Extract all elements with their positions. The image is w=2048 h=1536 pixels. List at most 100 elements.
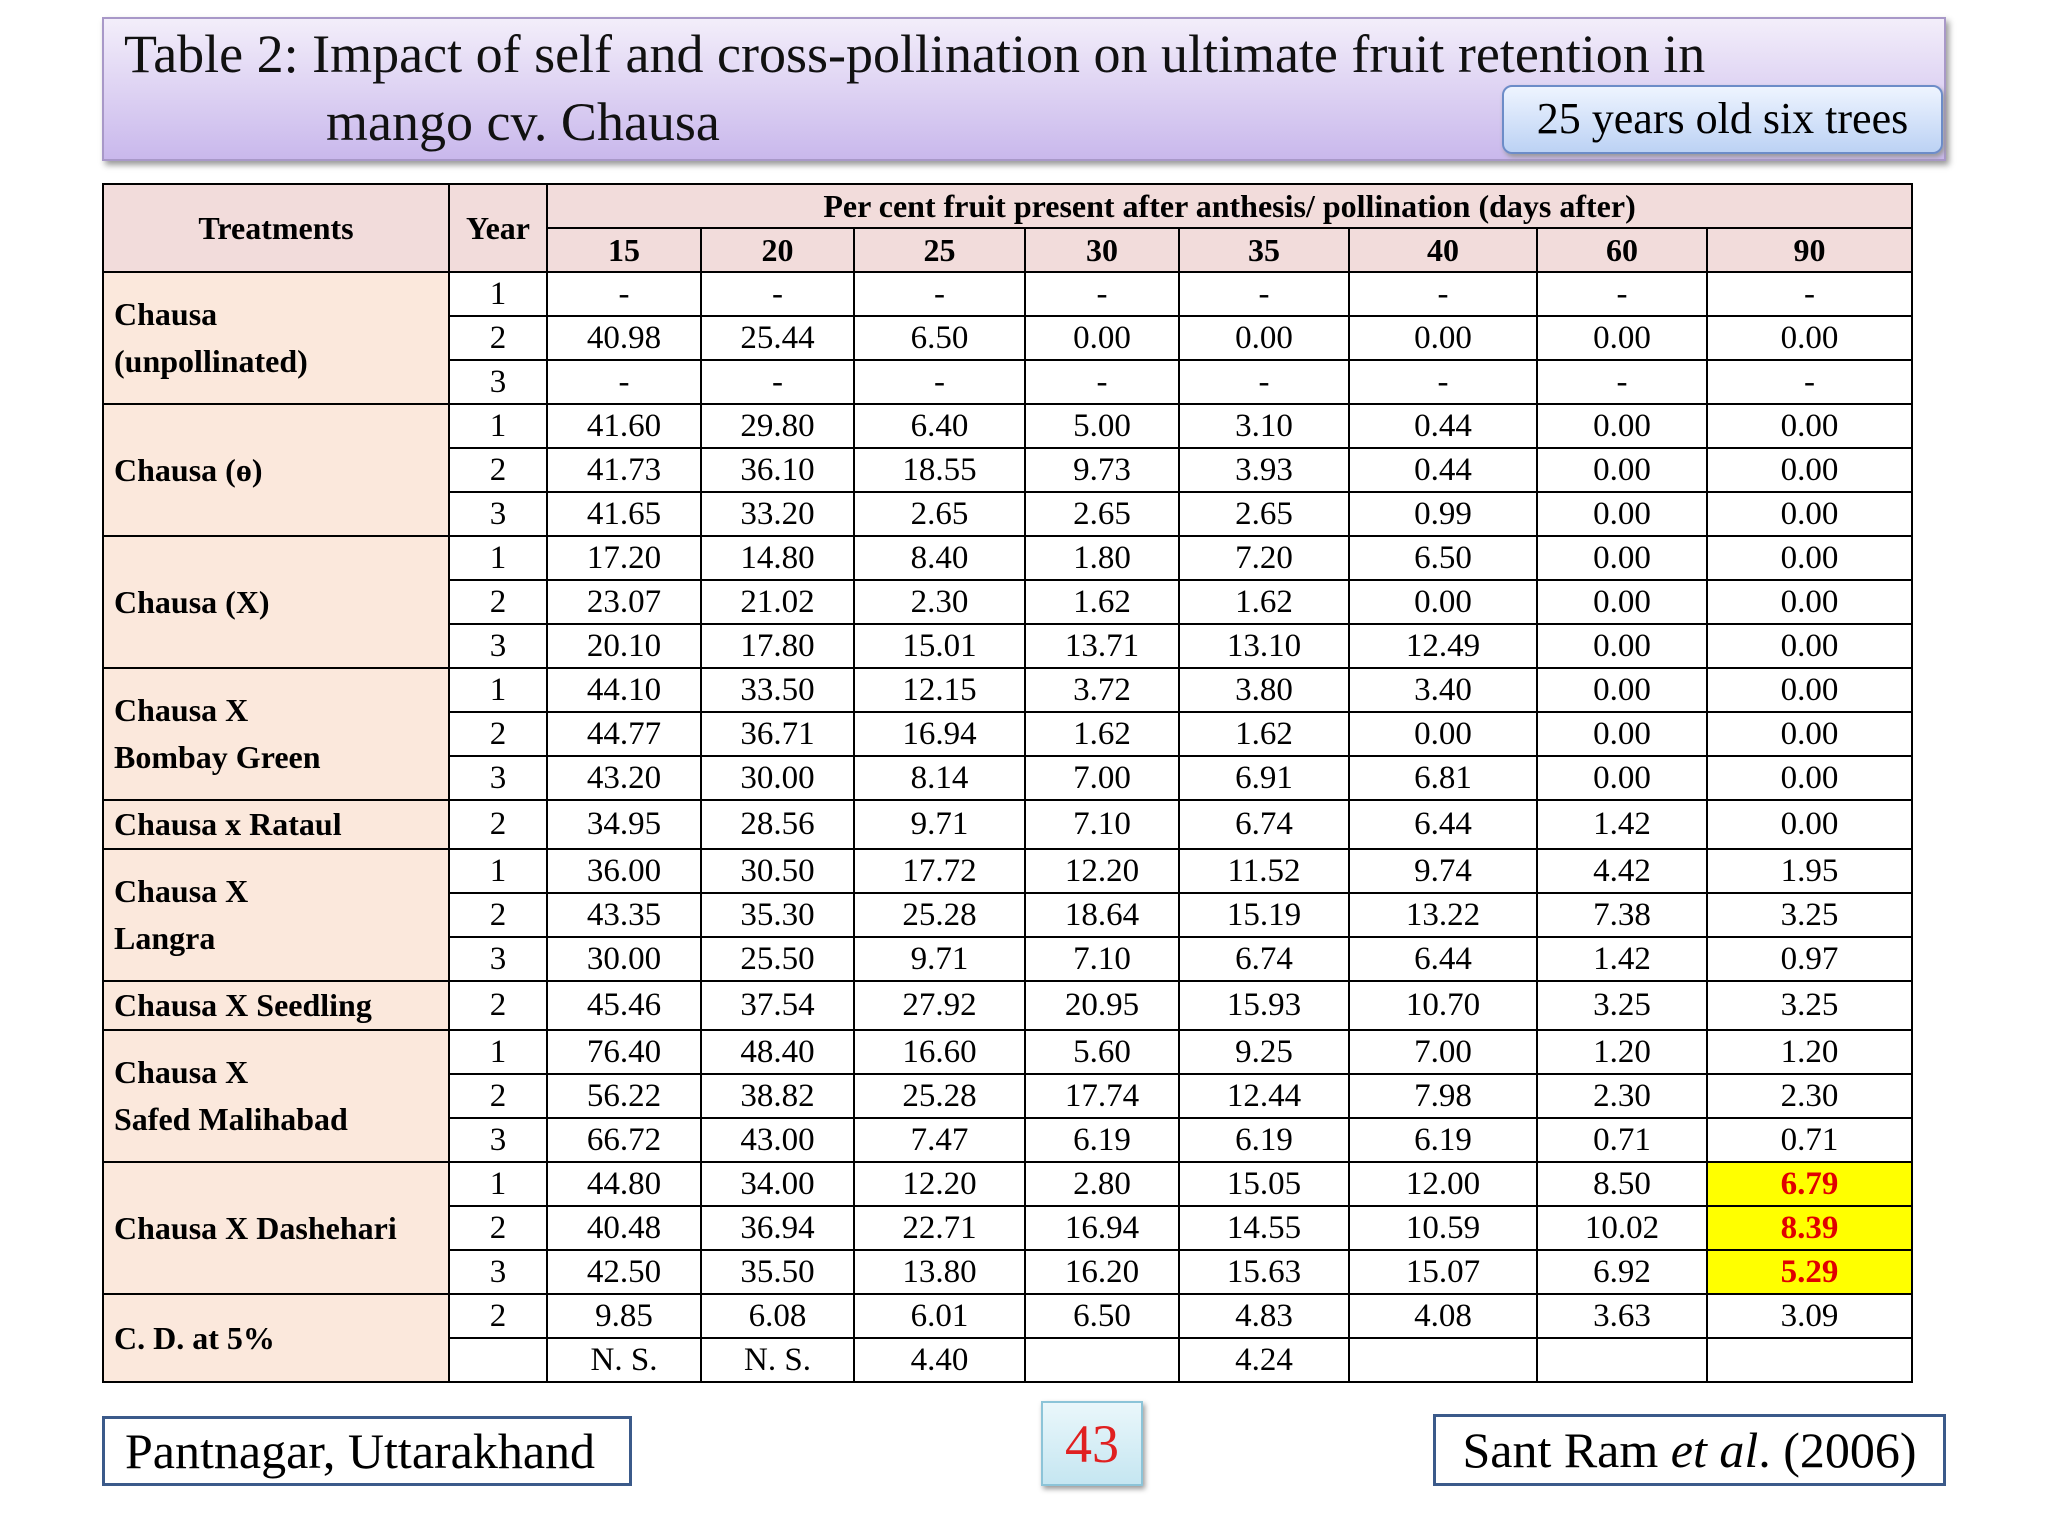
header-cell: Year: [448, 183, 548, 273]
value-cell: 7.00: [1024, 755, 1180, 801]
value-cell: 3.10: [1178, 403, 1350, 449]
value-cell: 6.19: [1348, 1117, 1538, 1163]
value-cell: 0.00: [1348, 711, 1538, 757]
value-cell: 6.92: [1536, 1249, 1708, 1295]
header-cell: 90: [1705, 227, 1914, 273]
value-cell: 76.40: [546, 1029, 702, 1075]
value-cell: -: [853, 271, 1026, 317]
year-cell: 3: [448, 359, 548, 405]
value-cell: 3.09: [1705, 1293, 1914, 1339]
value-cell: 2.30: [853, 579, 1026, 625]
value-cell: 35.50: [700, 1249, 855, 1295]
value-cell: 0.00: [1705, 711, 1914, 757]
value-cell: -: [1024, 359, 1180, 405]
value-cell: 6.91: [1178, 755, 1350, 801]
page-number: 43: [1041, 1401, 1143, 1486]
value-cell: 0.00: [1705, 403, 1914, 449]
header-cell: 40: [1348, 227, 1538, 273]
treatment-line: Chausa (X): [114, 583, 270, 620]
value-cell: 4.24: [1178, 1337, 1350, 1383]
value-cell: 13.10: [1178, 623, 1350, 669]
treatment-line: Chausa X: [114, 692, 249, 728]
value-cell: 1.80: [1024, 535, 1180, 581]
value-cell: 43.35: [546, 892, 702, 938]
value-cell: 0.00: [1705, 799, 1914, 850]
value-cell: 17.74: [1024, 1073, 1180, 1119]
treatment-line: Bombay Green: [114, 739, 321, 775]
value-cell: 6.19: [1024, 1117, 1180, 1163]
value-cell: 2.65: [1024, 491, 1180, 537]
value-cell: 0.00: [1536, 315, 1708, 361]
value-cell: 2.65: [1178, 491, 1350, 537]
value-cell: -: [546, 359, 702, 405]
value-cell: 6.08: [700, 1293, 855, 1339]
treatment-line: Langra: [114, 920, 216, 956]
value-cell: 23.07: [546, 579, 702, 625]
value-cell: 0.00: [1536, 535, 1708, 581]
year-cell: 3: [448, 755, 548, 801]
value-cell: 0.00: [1536, 447, 1708, 493]
value-cell: -: [700, 359, 855, 405]
value-cell: 0.44: [1348, 403, 1538, 449]
value-cell: 0.00: [1536, 491, 1708, 537]
value-cell: 0.00: [1705, 667, 1914, 713]
treatment-cell: Chausa x Rataul: [102, 799, 450, 850]
value-cell: 6.44: [1348, 799, 1538, 850]
data-table: Treatments Year Per cent fruit present aft…: [102, 183, 1914, 1383]
value-cell: 2.80: [1024, 1161, 1180, 1207]
year-cell: [448, 1337, 548, 1383]
value-cell: 41.65: [546, 491, 702, 537]
value-cell: 17.80: [700, 623, 855, 669]
value-cell: 1.62: [1178, 579, 1350, 625]
treatment-cell: C. D. at 5%: [102, 1293, 450, 1383]
year-cell: 2: [448, 447, 548, 493]
value-cell: 27.92: [853, 980, 1026, 1031]
value-cell: -: [1536, 271, 1708, 317]
treatment-line: Safed Malihabad: [114, 1101, 348, 1137]
value-cell: 36.10: [700, 447, 855, 493]
year-cell: 2: [448, 1205, 548, 1251]
value-cell: 3.40: [1348, 667, 1538, 713]
value-cell: 5.60: [1024, 1029, 1180, 1075]
treatment-cell: Chausa (X): [102, 535, 450, 669]
value-cell: 0.00: [1705, 447, 1914, 493]
value-cell: 15.63: [1178, 1249, 1350, 1295]
value-cell: 12.44: [1178, 1073, 1350, 1119]
value-cell: 0.71: [1536, 1117, 1708, 1163]
year-cell: 1: [448, 1029, 548, 1075]
value-cell: 16.94: [853, 711, 1026, 757]
value-cell: 4.42: [1536, 848, 1708, 894]
value-cell: 10.02: [1536, 1205, 1708, 1251]
value-cell: 28.56: [700, 799, 855, 850]
header-cell: 30: [1024, 227, 1180, 273]
year-cell: 1: [448, 848, 548, 894]
citation-text: . (2006): [1758, 1422, 1917, 1478]
treatment-line: Chausa X: [114, 1054, 249, 1090]
value-cell: 6.44: [1348, 936, 1538, 982]
value-cell: 12.15: [853, 667, 1026, 713]
value-cell: -: [1705, 271, 1914, 317]
treatment-line: Chausa: [114, 296, 218, 332]
value-cell: 14.80: [700, 535, 855, 581]
value-cell: 40.48: [546, 1205, 702, 1251]
value-cell: 33.50: [700, 667, 855, 713]
value-cell: 7.38: [1536, 892, 1708, 938]
value-cell: 25.28: [853, 892, 1026, 938]
value-cell: -: [1178, 359, 1350, 405]
value-cell: 8.39: [1705, 1205, 1914, 1251]
value-cell: 37.54: [700, 980, 855, 1031]
value-cell: -: [1536, 359, 1708, 405]
value-cell: 12.20: [1024, 848, 1180, 894]
year-cell: 1: [448, 403, 548, 449]
value-cell: 1.42: [1536, 936, 1708, 982]
value-cell: 0.00: [1705, 491, 1914, 537]
value-cell: 0.00: [1536, 711, 1708, 757]
value-cell: 14.55: [1178, 1205, 1350, 1251]
treatment-line: Chausa X: [114, 873, 249, 909]
year-cell: 3: [448, 1249, 548, 1295]
value-cell: 66.72: [546, 1117, 702, 1163]
title-line: mango cv. Chausa: [326, 92, 720, 152]
value-cell: 18.55: [853, 447, 1026, 493]
year-cell: 3: [448, 1117, 548, 1163]
